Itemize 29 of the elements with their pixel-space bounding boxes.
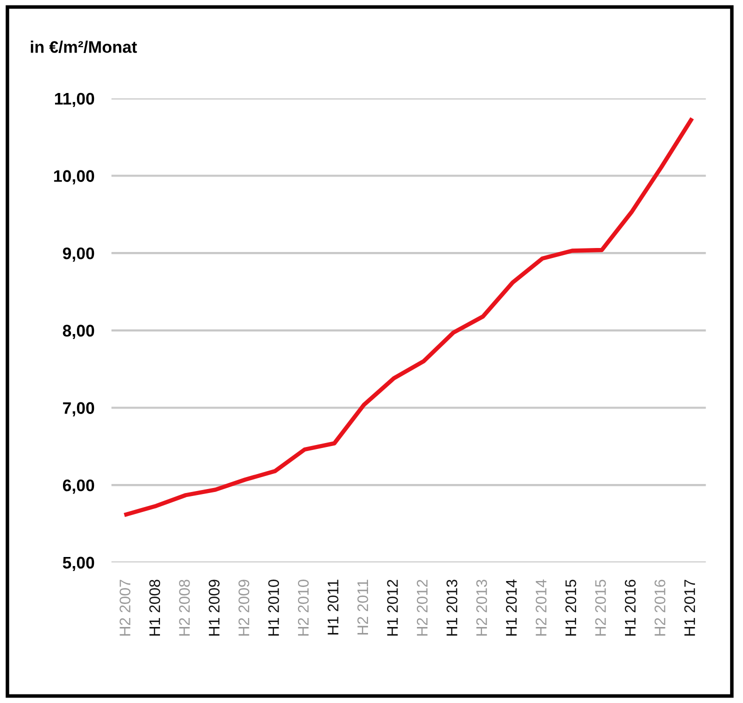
x-tick-label: H1 2014 <box>506 580 517 636</box>
y-tick-label: 9,00 <box>62 247 94 262</box>
x-tick-label: H1 2010 <box>268 580 280 636</box>
x-tick-label: H1 2016 <box>624 580 636 636</box>
y-tick-label: 7,00 <box>63 402 94 416</box>
x-tick-label: H2 2007 <box>120 580 130 636</box>
y-tick-label: 10,00 <box>54 170 94 184</box>
x-tick-label: H2 2016 <box>654 580 666 636</box>
x-tick-label: H2 2012 <box>416 580 428 636</box>
x-tick-label: H2 2013 <box>476 580 488 636</box>
x-tick-label: H1 2013 <box>446 580 458 636</box>
x-tick-label: H1 2011 <box>328 580 338 634</box>
x-tick-label: H1 2012 <box>387 580 398 636</box>
x-tick-label: H1 2017 <box>684 580 696 636</box>
y-tick-label: 6,00 <box>62 479 94 494</box>
y-tick-label: 11,00 <box>55 92 94 108</box>
x-tick-label: H1 2008 <box>149 580 160 636</box>
x-tick-label: H2 2010 <box>298 580 309 636</box>
line-series <box>124 118 694 517</box>
y-tick-label: 8,00 <box>62 324 94 340</box>
x-tick-label: H1 2009 <box>208 580 220 636</box>
y-tick-label: 5,00 <box>62 556 94 572</box>
x-tick-label: H2 2008 <box>179 580 190 636</box>
x-tick-label: H2 2009 <box>238 580 250 636</box>
x-tick-label: H2 2014 <box>536 580 546 636</box>
y-axis-title: in €/m²/Monat <box>30 40 137 54</box>
x-tick-label: H2 2011 <box>357 580 368 634</box>
x-tick-label: H1 2015 <box>565 580 576 636</box>
x-tick-label: H2 2015 <box>595 580 606 636</box>
